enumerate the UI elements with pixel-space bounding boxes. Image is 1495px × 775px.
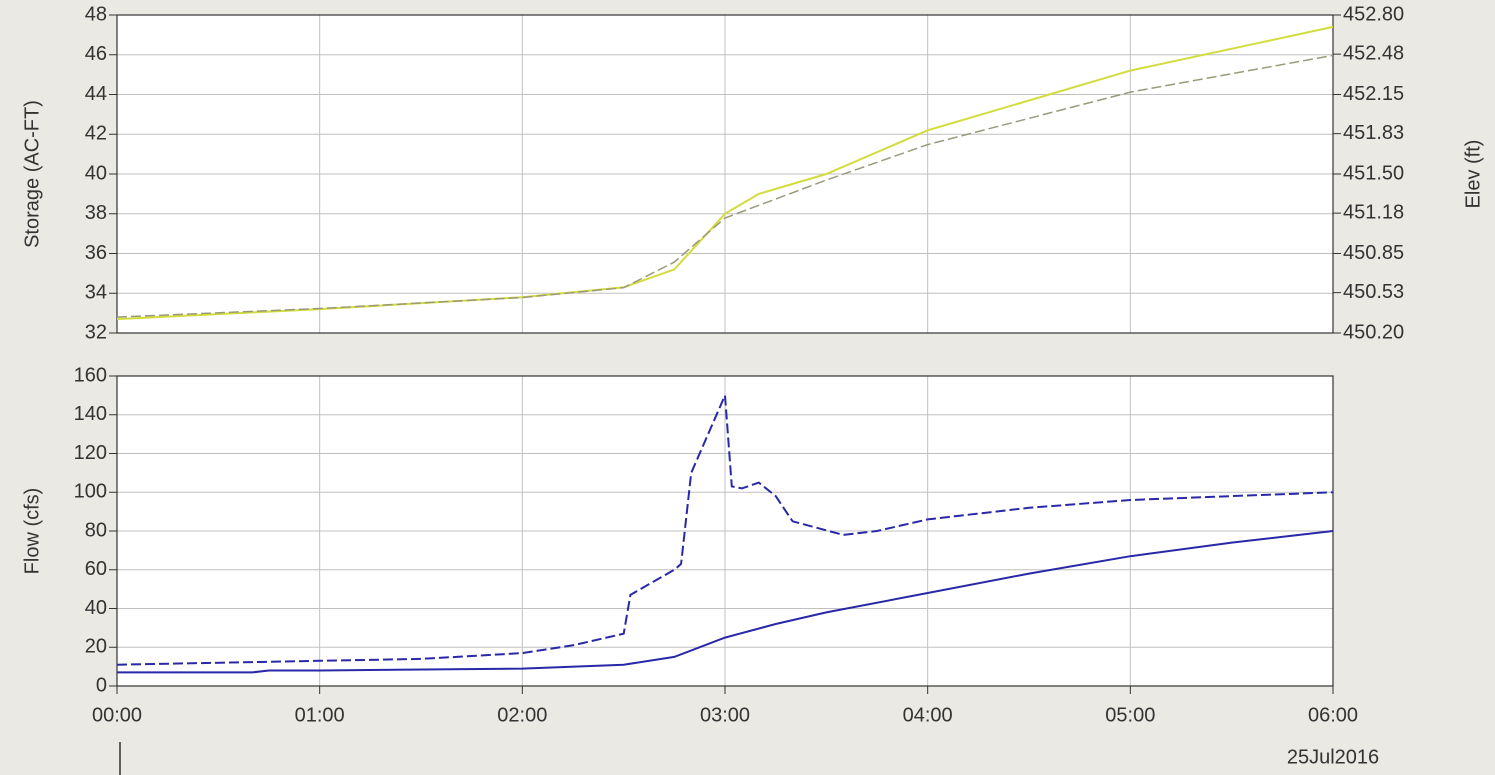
x-tick-label: 02:00 [497, 704, 547, 726]
y2-tick-label: 450.85 [1343, 242, 1404, 264]
y-tick-label: 38 [85, 202, 107, 224]
plot-frame [116, 14, 1334, 334]
y-tick-label: 20 [85, 636, 107, 658]
x-date-label: 25Jul2016 [1287, 746, 1379, 768]
x-tick-label: 06:00 [1308, 704, 1358, 726]
y-tick-label: 60 [85, 558, 107, 580]
x-tick-label: 05:00 [1105, 704, 1155, 726]
y-tick-label: 40 [85, 162, 107, 184]
y-tick-label: 120 [74, 442, 107, 464]
x-tick-label: 04:00 [903, 704, 953, 726]
y2-tick-label: 451.50 [1343, 162, 1404, 184]
y-tick-label: 0 [96, 674, 107, 696]
y2-axis-label: Elev (ft) [1462, 140, 1484, 209]
series-line [116, 54, 1334, 318]
y-axis-label: Flow (cfs) [21, 488, 43, 575]
y-tick-label: 36 [85, 242, 107, 264]
y2-tick-label: 452.15 [1343, 83, 1404, 105]
y-tick-label: 40 [85, 597, 107, 619]
y-axis-label: Storage (AC-FT) [21, 100, 43, 248]
y2-tick-label: 450.53 [1343, 281, 1404, 303]
y-tick-label: 32 [85, 321, 107, 343]
y-tick-label: 80 [85, 519, 107, 541]
y2-tick-label: 451.83 [1343, 122, 1404, 144]
y2-tick-label: 450.20 [1343, 321, 1404, 343]
y-tick-label: 46 [85, 43, 107, 65]
y2-tick-label: 452.48 [1343, 42, 1404, 64]
y-tick-label: 34 [85, 282, 107, 304]
y-tick-label: 100 [74, 481, 107, 503]
y-tick-label: 44 [85, 83, 107, 105]
series-line [116, 395, 1334, 666]
series-line [117, 530, 1334, 674]
y-tick-label: 42 [85, 123, 107, 145]
y2-tick-label: 452.80 [1343, 3, 1404, 25]
y2-tick-label: 451.18 [1343, 201, 1404, 223]
y-tick-label: 48 [85, 3, 107, 25]
x-tick-label: 00:00 [92, 704, 142, 726]
y-tick-label: 160 [74, 364, 107, 386]
y-tick-label: 140 [74, 403, 107, 425]
x-tick-label: 01:00 [295, 704, 345, 726]
x-tick-label: 03:00 [700, 704, 750, 726]
